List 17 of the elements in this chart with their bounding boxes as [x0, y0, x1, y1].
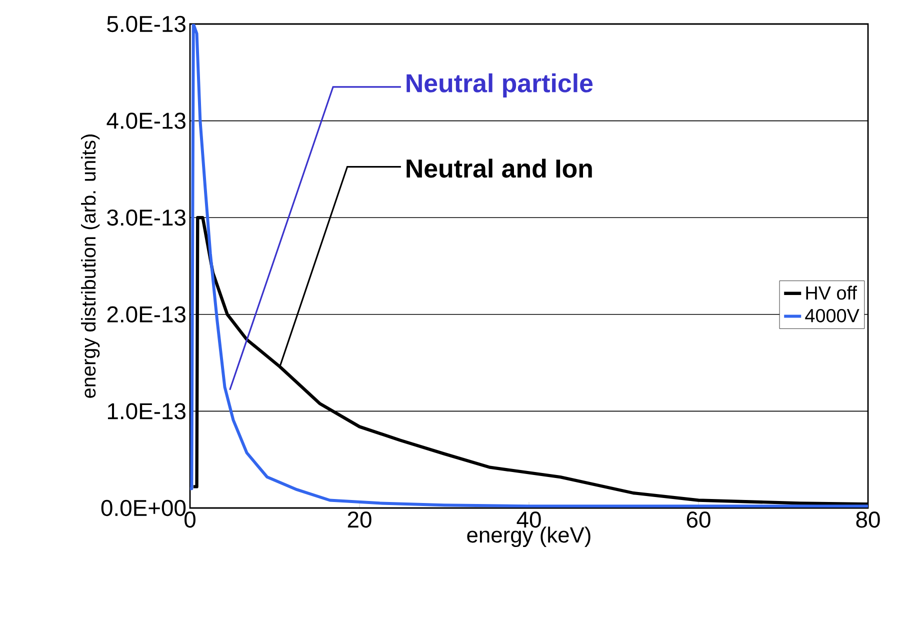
legend-label: 4000V: [805, 308, 860, 322]
annotation: Neutral particle: [406, 73, 593, 98]
y-tick-label: 5.0E-13: [107, 16, 186, 32]
x-tick-label: 20: [348, 512, 372, 528]
x-tick-label: 40: [516, 512, 541, 528]
legend-label: HV off: [806, 286, 857, 300]
x-axis-title: energy (keV): [467, 526, 590, 548]
x-tick-label: 80: [856, 512, 880, 528]
y-tick-label: 3.0E-13: [107, 209, 186, 226]
y-axis-title: energy distribution (arb. units): [81, 134, 100, 398]
x-tick-label: 0: [184, 512, 196, 528]
annotation: Neutral and Ion: [406, 158, 592, 178]
y-tick-label: 2.0E-13: [107, 306, 186, 323]
y-tick-label: 4.0E-13: [106, 112, 186, 129]
y-tick-label: 0.0E+00: [101, 500, 186, 516]
x-tick-label: 60: [686, 512, 710, 528]
y-tick-label: 1.0E-13: [108, 403, 186, 420]
